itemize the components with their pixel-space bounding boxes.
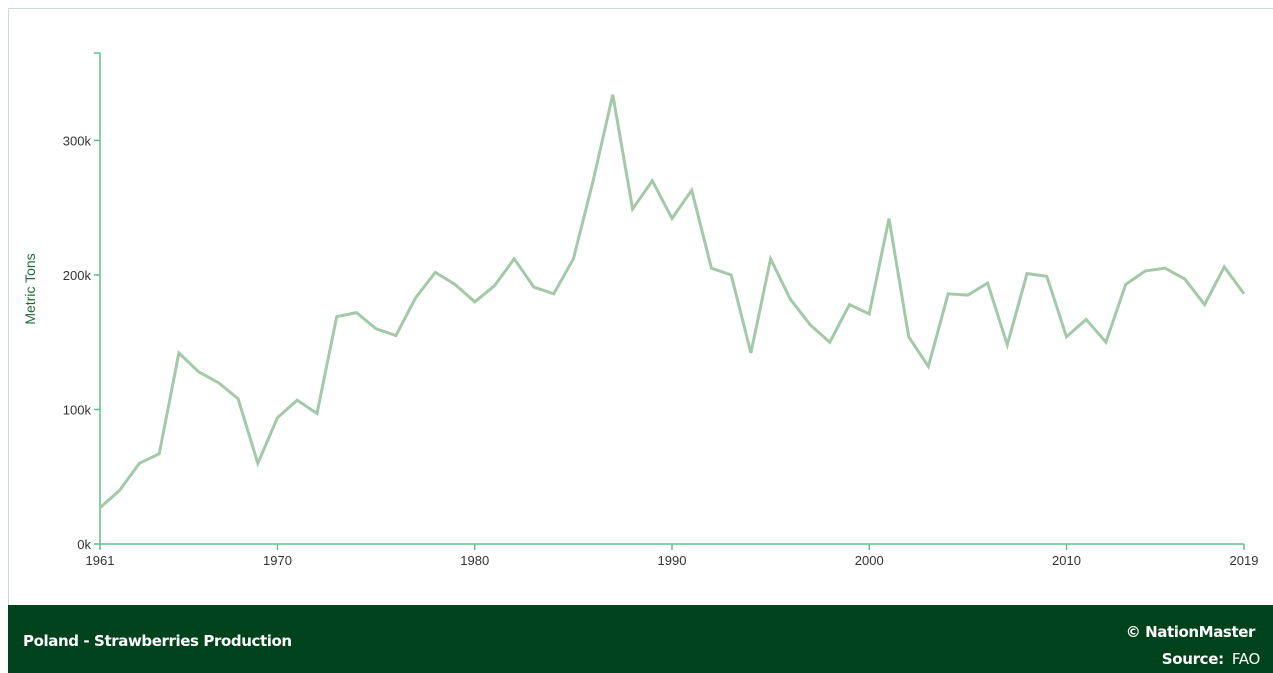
data-point (1164, 267, 1167, 270)
data-point (572, 257, 575, 260)
x-axis: 1961 1970 1980 1990 2000 2010 2019 (86, 543, 1259, 568)
data-point (99, 506, 102, 509)
data-point (493, 284, 496, 287)
data-point (730, 274, 733, 277)
data-point (789, 298, 792, 301)
data-point (1243, 292, 1246, 295)
data-point (1065, 335, 1068, 338)
footer-bar: Poland - Strawberries Production © Natio… (8, 605, 1273, 673)
data-point (888, 217, 891, 220)
data-point (1124, 283, 1127, 286)
data-point (197, 370, 200, 373)
data-point (611, 93, 614, 96)
y-tick-label: 300k (63, 133, 92, 148)
data-point (177, 352, 180, 355)
data-point (1144, 269, 1147, 272)
data-point (592, 179, 595, 182)
data-point (296, 399, 299, 402)
data-point (532, 286, 535, 289)
data-point (690, 189, 693, 192)
data-point (927, 365, 930, 368)
data-point (256, 462, 259, 465)
data-point (276, 416, 279, 419)
chart-frame: 0k 100k 200k 300k 1961 1970 1980 1990 2000 2010 2… (8, 8, 1273, 673)
data-point (710, 267, 713, 270)
data-point (769, 257, 772, 260)
data-point (986, 282, 989, 285)
data-point (375, 327, 378, 330)
data-point (355, 311, 358, 314)
data-point (1223, 265, 1226, 268)
chart-title: Poland - Strawberries Production (23, 632, 292, 650)
data-point (947, 292, 950, 295)
data-point (671, 217, 674, 220)
data-point (1104, 341, 1107, 344)
x-tick-label: 1990 (658, 553, 687, 568)
source-label: Source: (1161, 650, 1224, 668)
data-point (552, 292, 555, 295)
x-tick-label: 2019 (1230, 553, 1259, 568)
data-point (868, 313, 871, 316)
x-tick-label: 1980 (460, 553, 489, 568)
x-tick-label: 1970 (263, 553, 292, 568)
data-point (1026, 272, 1029, 275)
y-tick-label: 0k (77, 537, 91, 552)
data-point (749, 352, 752, 355)
data-point (217, 381, 220, 384)
data-point (828, 341, 831, 344)
x-tick-label: 2010 (1052, 553, 1081, 568)
data-point (1085, 318, 1088, 321)
data-point (1183, 278, 1186, 281)
data-point (434, 271, 437, 274)
y-tick-label: 100k (63, 402, 92, 417)
x-tick-label: 1961 (86, 553, 115, 568)
data-point (394, 334, 397, 337)
data-point (809, 323, 812, 326)
data-point (513, 257, 516, 260)
data-point (1006, 343, 1009, 346)
data-point (848, 303, 851, 306)
data-point (158, 452, 161, 455)
data-point (237, 397, 240, 400)
data-point (631, 208, 634, 211)
brand-credit[interactable]: © NationMaster (1125, 623, 1256, 641)
data-point (316, 412, 319, 415)
data-point (1203, 303, 1206, 306)
data-point (454, 283, 457, 286)
source-value[interactable]: FAO (1231, 650, 1260, 668)
data-point (414, 296, 417, 299)
series-group (99, 93, 1246, 509)
series-line (99, 94, 1246, 509)
y-axis: 0k 100k 200k 300k (63, 52, 101, 552)
y-tick-label: 200k (63, 268, 92, 283)
data-point (335, 315, 338, 318)
x-tick-label: 2000 (855, 553, 884, 568)
data-point (651, 179, 654, 182)
y-axis-label: Metric Tons (22, 253, 38, 324)
data-point (1045, 275, 1048, 278)
line-chart: 0k 100k 200k 300k 1961 1970 1980 1990 2000 2010 2… (22, 52, 1259, 568)
source-line: Source: FAO (1161, 650, 1261, 668)
data-point (907, 335, 910, 338)
data-point (966, 294, 969, 297)
data-point (118, 489, 121, 492)
data-point (473, 300, 476, 303)
data-point (138, 462, 141, 465)
